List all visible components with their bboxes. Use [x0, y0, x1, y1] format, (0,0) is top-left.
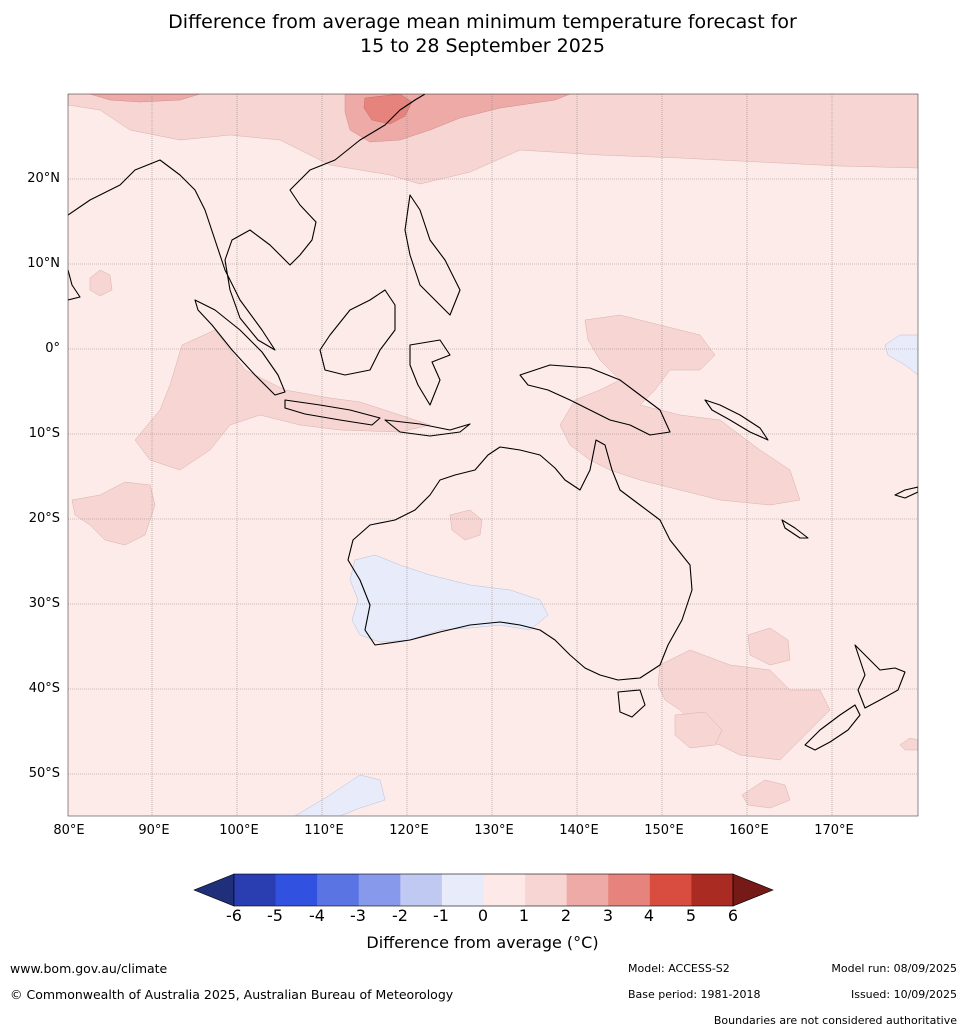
anomaly-region-west-indian-ocean [71, 481, 156, 546]
coastline-sulawesi [409, 339, 451, 406]
colorbar-tick: -4 [309, 906, 325, 925]
lat-label-20s: 20°S [28, 511, 60, 526]
footer-disclaimer: Boundaries are not considered authoritat… [713, 1014, 957, 1027]
coastline-new-guinea [519, 364, 671, 436]
coastline-tasmania [617, 689, 646, 718]
anomaly-region-western-australia [349, 554, 549, 643]
lat-label-0: 0° [45, 341, 60, 356]
anomaly-region-north-india [89, 94, 201, 103]
colorbar-tick: -3 [350, 906, 366, 925]
lat-label-10s: 10°S [28, 426, 60, 441]
anomaly-region-east-of-new-zealand [899, 737, 918, 751]
colorbar-segment [441, 874, 484, 906]
graticule [68, 94, 918, 816]
footer-copyright: © Commonwealth of Australia 2025, Austra… [10, 987, 454, 1002]
anomaly-region-coral-sea [559, 314, 801, 506]
lon-label-130e: 130°E [474, 823, 514, 838]
colorbar-tick: 2 [560, 906, 572, 925]
colorbar-tick: 5 [685, 906, 697, 925]
colorbar-segment [400, 874, 443, 906]
footer-issued: Issued: 10/09/2025 [850, 988, 957, 1001]
title-line-1: Difference from average mean minimum tem… [168, 11, 797, 33]
colorbar-segment [275, 874, 318, 906]
anomaly-region-southern-ocean-cool [294, 774, 386, 816]
coastline-borneo [319, 289, 396, 376]
coastline-sumatra [194, 299, 286, 396]
coastline-philippines [404, 194, 461, 316]
map-title: Difference from average mean minimum tem… [0, 10, 965, 58]
colorbar-title: Difference from average (°C) [366, 933, 599, 952]
colorbar-segment [566, 874, 609, 906]
lon-label-90e: 90°E [138, 823, 170, 838]
colorbar [193, 873, 774, 907]
footer-model: Model: ACCESS-S2 [628, 962, 730, 975]
colorbar-segment [234, 874, 277, 906]
colorbar-tick: -2 [392, 906, 408, 925]
coastline-java [284, 399, 381, 426]
footer-model-run: Model run: 08/09/2025 [831, 962, 957, 975]
title-line-2: 15 to 28 September 2025 [360, 35, 605, 57]
anomaly-region-central-australia [449, 509, 483, 541]
anomaly-region-southern-ocean [741, 779, 791, 809]
lat-label-30s: 30°S [28, 596, 60, 611]
colorbar-extend-high [732, 873, 774, 907]
anomaly-region-south-tasman [674, 711, 723, 749]
colorbar-extend-low [193, 873, 235, 907]
lat-label-40s: 40°S [28, 681, 60, 696]
colorbar-segment [358, 874, 401, 906]
colorbar-tick: -5 [267, 906, 283, 925]
anomaly-region-indian-ocean [134, 329, 431, 471]
lon-label-170e: 170°E [814, 823, 854, 838]
colorbar-segment [317, 874, 360, 906]
lon-label-110e: 110°E [304, 823, 344, 838]
coastline-new-zealand-north [854, 644, 906, 709]
coastline-australia [347, 439, 693, 681]
colorbar-frame [233, 873, 734, 907]
lon-label-160e: 160°E [729, 823, 769, 838]
lon-label-120e: 120°E [389, 823, 429, 838]
lon-label-140e: 140°E [559, 823, 599, 838]
map-area [68, 94, 918, 816]
colorbar-tick: -6 [226, 906, 242, 925]
colorbar-tick: 3 [602, 906, 614, 925]
map-frame [67, 93, 919, 817]
footer-base-period: Base period: 1981-2018 [628, 988, 761, 1001]
lat-label-20n: 20°N [27, 171, 60, 186]
lon-label-100e: 100°E [219, 823, 259, 838]
coastline-lesser-sunda [384, 419, 471, 437]
colorbar-tick: 4 [643, 906, 655, 925]
coastline-fiji [894, 486, 918, 499]
footer-url[interactable]: www.bom.gov.au/climate [10, 961, 168, 976]
coastline-india [68, 269, 81, 301]
colorbar-segment [525, 874, 568, 906]
colorbar-segment [649, 874, 692, 906]
lon-label-150e: 150°E [644, 823, 684, 838]
coastline-solomon-islands [704, 399, 769, 441]
coastline-new-zealand-south [804, 704, 861, 751]
colorbar-tick: -1 [433, 906, 449, 925]
anomaly-region-east-of-tasmania [747, 627, 791, 666]
lat-label-10n: 10°N [27, 256, 60, 271]
colorbar-tick: 0 [477, 906, 489, 925]
anomaly-region-sri-lanka [89, 269, 113, 297]
anomaly-region-north-pacific [68, 94, 918, 185]
anomaly-region-equatorial-pacific [884, 334, 918, 376]
anomaly-region-taiwan [363, 94, 413, 125]
coastline-mainland-asia [68, 94, 426, 351]
colorbar-segment [608, 874, 651, 906]
colorbar-tick: 6 [727, 906, 739, 925]
lon-label-80e: 80°E [53, 823, 85, 838]
lat-label-50s: 50°S [28, 766, 60, 781]
colorbar-tick: 1 [518, 906, 530, 925]
colorbar-segment [483, 874, 526, 906]
coastline-new-caledonia [781, 519, 809, 539]
colorbar-segment [691, 874, 734, 906]
coastlines [68, 94, 918, 751]
